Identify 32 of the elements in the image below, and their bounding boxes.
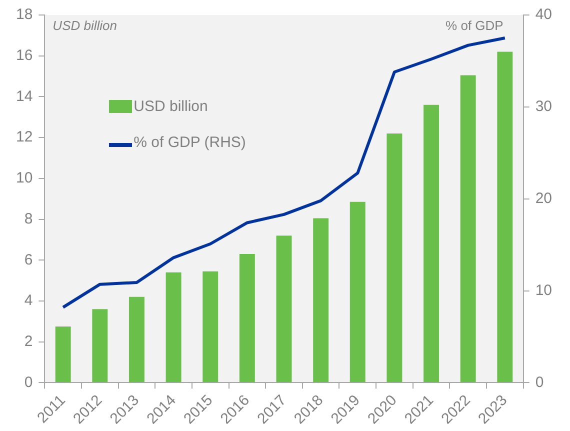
bar: [239, 254, 255, 382]
y2-axis-title: % of GDP: [446, 18, 504, 34]
bar: [350, 202, 366, 382]
bar: [202, 271, 218, 382]
y-tick-label: 4: [24, 292, 33, 310]
bar: [313, 218, 329, 382]
bar: [276, 236, 292, 382]
bar: [424, 104, 440, 382]
y-tick-label: 16: [16, 46, 33, 64]
bar: [128, 296, 144, 382]
y-tick-label: 8: [24, 210, 33, 228]
y2-tick-label: 10: [535, 282, 552, 299]
bar: [55, 326, 71, 382]
y2-tick-label: 20: [535, 190, 552, 207]
legend-label: USD billion: [134, 98, 208, 114]
bar: [166, 272, 182, 382]
y-axis-title: USD billion: [52, 18, 117, 34]
y-tick-label: 6: [24, 251, 33, 268]
y-tick-label: 18: [16, 6, 33, 24]
bar: [460, 75, 476, 382]
y2-tick-label: 30: [535, 98, 552, 116]
y-tick-label: 2: [24, 332, 33, 350]
bar: [386, 133, 402, 382]
bar: [92, 309, 108, 382]
bar: [497, 52, 513, 382]
y2-tick-label: 0: [535, 374, 544, 391]
legend-label: % of GDP (RHS): [134, 134, 246, 150]
y-tick-label: 12: [16, 128, 33, 146]
y2-tick-label: 40: [535, 6, 552, 24]
y-tick-label: 0: [24, 374, 33, 391]
y-tick-label: 10: [16, 170, 33, 187]
y-tick-label: 14: [16, 88, 33, 105]
